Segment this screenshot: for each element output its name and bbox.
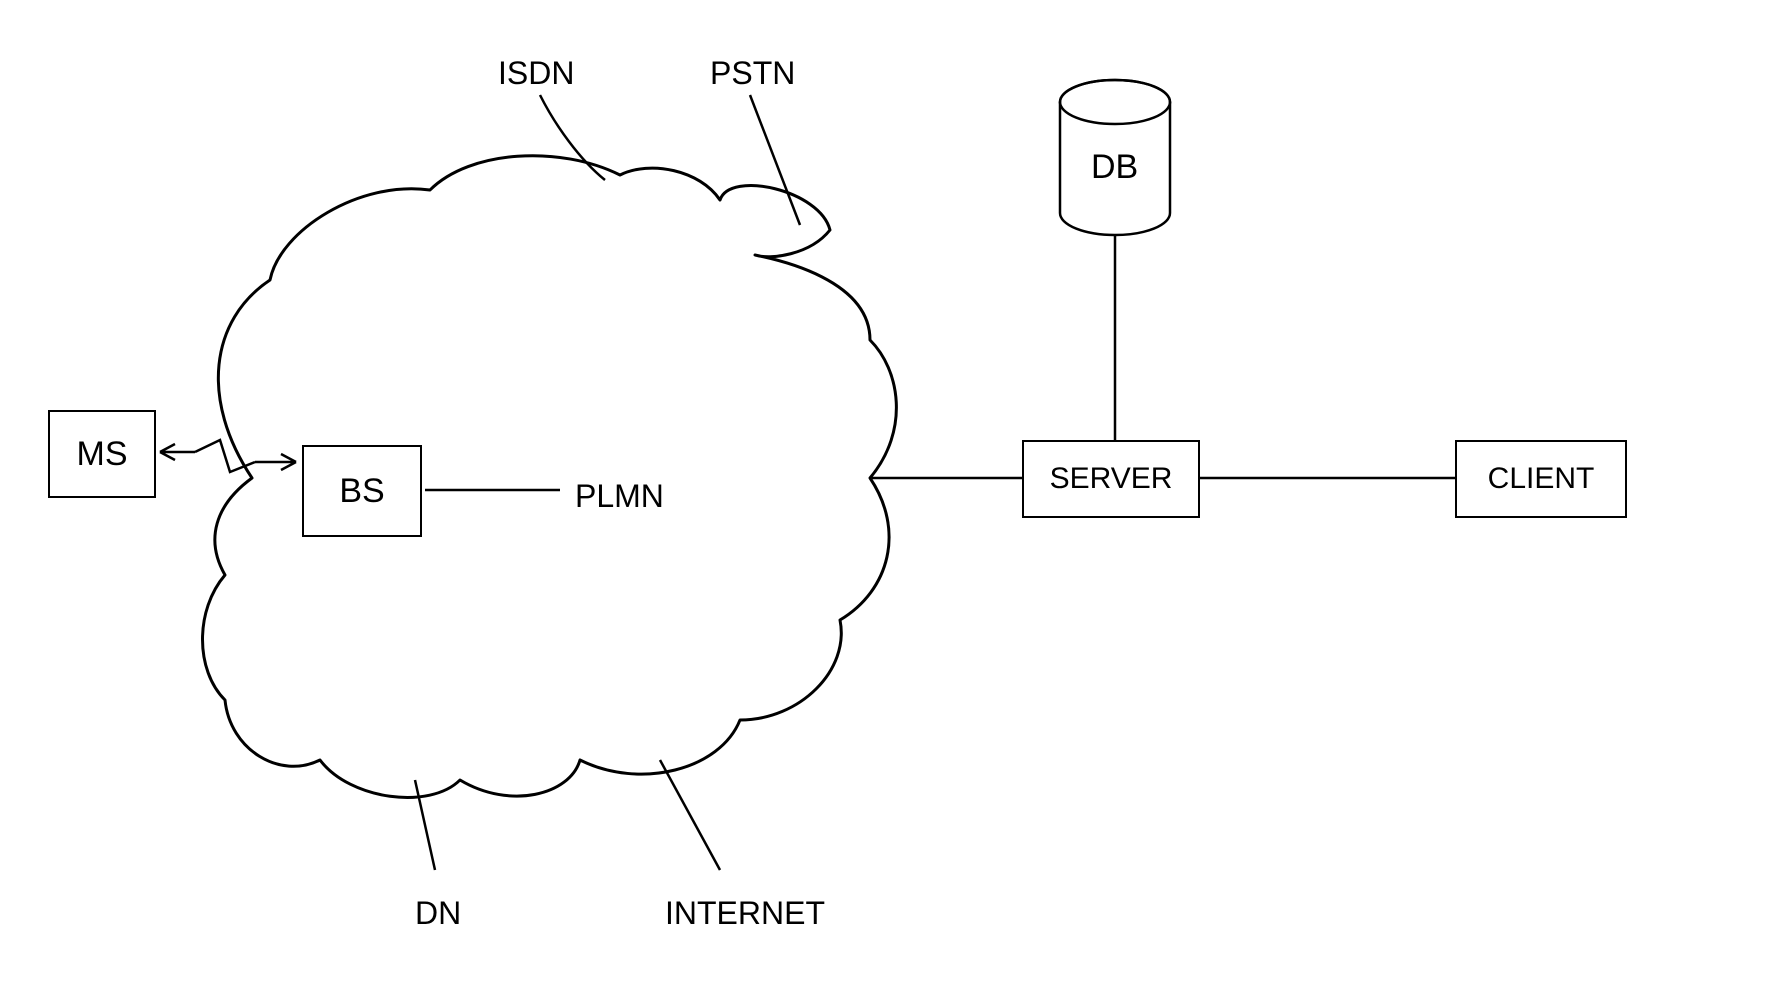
network-diagram: MS BS SERVER CLIENT DB ISDN PSTN PLMN DN… (0, 0, 1782, 985)
pstn-label: PSTN (710, 55, 795, 92)
connector-internet (660, 760, 720, 870)
bs-node: BS (302, 445, 422, 537)
ms-node: MS (48, 410, 156, 498)
server-label: SERVER (1050, 462, 1173, 496)
connector-pstn (750, 95, 800, 225)
isdn-label: ISDN (498, 55, 574, 92)
db-label: DB (1091, 148, 1138, 187)
wireless-arrow-left (160, 444, 195, 460)
ms-label: MS (77, 435, 128, 474)
server-node: SERVER (1022, 440, 1200, 518)
wireless-arrow-right (255, 454, 296, 470)
dn-label: DN (415, 895, 461, 932)
plmn-label: PLMN (575, 478, 664, 515)
client-node: CLIENT (1455, 440, 1627, 518)
bs-label: BS (339, 472, 384, 511)
internet-label: INTERNET (665, 895, 825, 932)
client-label: CLIENT (1488, 462, 1595, 496)
connector-isdn (540, 95, 605, 180)
